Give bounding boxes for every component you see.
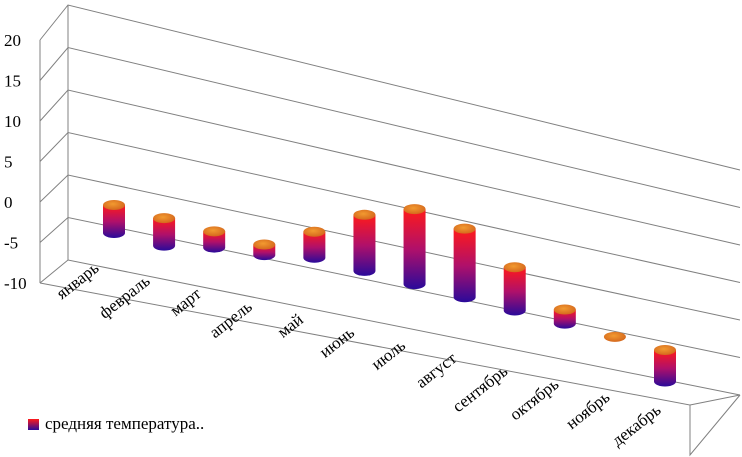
bar-февраль (153, 213, 176, 251)
bar-cap (353, 209, 376, 220)
bar-body (553, 309, 576, 329)
bar-январь (103, 200, 125, 238)
bar-ноябрь (603, 331, 626, 342)
bar-cap (253, 239, 276, 250)
bar-body (353, 214, 376, 276)
bar-body (303, 231, 326, 263)
y-axis-ticks: 20 15 10 5 0 -5 -10 (4, 31, 27, 293)
bar-cap (203, 226, 226, 237)
bar-body (203, 231, 226, 253)
grid-line (39, 131, 741, 283)
grid-line (39, 46, 741, 208)
bar-октябрь (553, 304, 576, 329)
bar-cap (103, 200, 125, 210)
x-category-label: апрель (206, 297, 256, 342)
x-category-label: февраль (95, 271, 153, 322)
x-category-label: июль (368, 335, 410, 373)
x-category-label: август (412, 348, 460, 392)
x-category-label: сентябрь (449, 361, 512, 416)
bar-body (654, 350, 676, 387)
bar-body (453, 228, 476, 303)
bar-cap (603, 331, 626, 342)
x-category-label: март (166, 284, 205, 320)
bar-май (303, 226, 326, 263)
bar-март (203, 226, 226, 253)
y-tick-label: 10 (4, 112, 21, 131)
bar-body (103, 205, 125, 238)
y-tick-label: 5 (4, 153, 13, 172)
bar-cap (403, 204, 426, 215)
chart-bars (103, 200, 676, 387)
y-tick-label: 15 (4, 72, 21, 91)
y-tick-label: 20 (4, 31, 21, 50)
bar-июнь (353, 209, 376, 276)
bar-август (453, 223, 476, 303)
y-tick-label: -10 (4, 274, 27, 293)
bar-body (403, 209, 426, 290)
x-category-label: декабрь (608, 400, 665, 450)
x-category-label: ноябрь (562, 387, 613, 433)
bar-апрель (253, 239, 276, 261)
legend-label: средняя температура.. (45, 414, 205, 433)
legend: средняя температура.. (28, 414, 204, 434)
bar-cap (153, 213, 176, 224)
grid-line (39, 89, 741, 246)
x-category-label: октябрь (506, 374, 562, 424)
bar-cap (654, 345, 676, 355)
bar-cap (503, 262, 526, 273)
floor-edge (39, 282, 741, 457)
floor-edge-right (689, 394, 741, 406)
bar-сентябрь (503, 262, 526, 316)
bar-body (503, 267, 526, 316)
bar-cap (303, 226, 326, 237)
legend-swatch (28, 418, 39, 430)
y-tick-label: -5 (4, 234, 18, 253)
grid-line (39, 174, 741, 321)
x-category-label: январь (53, 258, 103, 303)
bar-декабрь (654, 345, 676, 387)
y-tick-label: 0 (4, 193, 13, 212)
x-category-label: май (274, 310, 307, 342)
bar-июль (403, 204, 426, 290)
bar-cap (453, 223, 476, 234)
x-category-label: июнь (316, 323, 358, 362)
bar-body (153, 218, 176, 251)
chart-grid (39, 4, 741, 457)
grid-line (39, 4, 741, 171)
bar-cap (553, 304, 576, 315)
